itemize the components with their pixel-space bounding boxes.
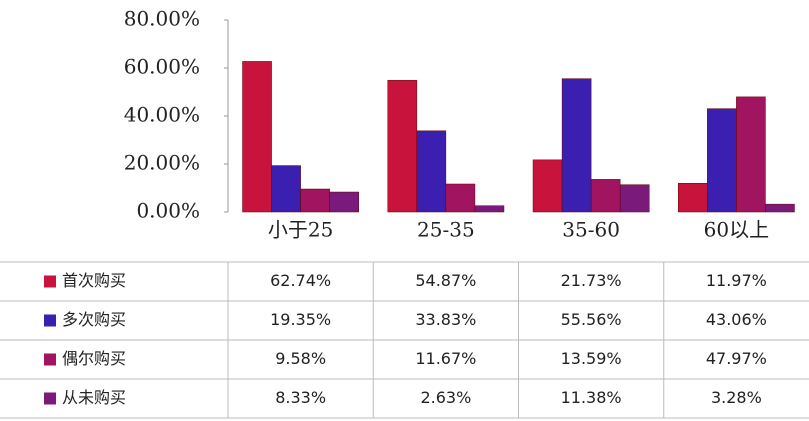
- table-value: 13.59%: [561, 349, 622, 368]
- table-value: 54.87%: [415, 271, 476, 290]
- y-tick-label: 20.00%: [124, 151, 200, 175]
- x-tick-label: 35-60: [562, 218, 620, 242]
- bar: [532, 159, 563, 213]
- bar: [619, 184, 650, 213]
- legend-swatch: [44, 392, 56, 405]
- legend-label: 首次购买: [62, 271, 126, 290]
- bar: [300, 188, 330, 213]
- table-value: 55.56%: [561, 310, 622, 329]
- table-value: 47.97%: [706, 349, 767, 368]
- bar: [765, 203, 795, 213]
- table-value: 33.83%: [415, 310, 476, 329]
- legend-label: 偶尔购买: [62, 349, 126, 368]
- legend-label: 从未购买: [62, 388, 126, 407]
- bar: [329, 191, 359, 213]
- table-value: 9.58%: [275, 349, 326, 368]
- table-value: 21.73%: [561, 271, 622, 290]
- table-value: 8.33%: [275, 388, 326, 407]
- bar: [561, 78, 592, 213]
- table-value: 43.06%: [706, 310, 767, 329]
- table-value: 11.67%: [415, 349, 476, 368]
- legend-swatch: [44, 314, 56, 327]
- x-tick-label: 60以上: [704, 218, 769, 242]
- bar: [271, 165, 301, 213]
- table-value: 62.74%: [270, 271, 331, 290]
- x-tick-label: 小于25: [268, 218, 333, 242]
- legend-label: 多次购买: [62, 310, 126, 329]
- bar: [474, 205, 505, 213]
- table-value: 2.63%: [420, 388, 471, 407]
- legend-swatch: [44, 353, 56, 366]
- bar: [707, 108, 737, 213]
- y-tick-label: 40.00%: [124, 103, 200, 127]
- bar: [736, 96, 766, 213]
- bar: [387, 80, 418, 213]
- bar: [445, 183, 476, 213]
- table-value: 19.35%: [270, 310, 331, 329]
- bar: [416, 130, 447, 213]
- table-value: 11.97%: [706, 271, 767, 290]
- x-tick-label: 25-35: [417, 218, 475, 242]
- y-tick-label: 80.00%: [124, 7, 200, 31]
- bar: [242, 61, 272, 213]
- table-value: 11.38%: [561, 388, 622, 407]
- y-tick-label: 0.00%: [136, 199, 200, 223]
- bar: [678, 183, 708, 213]
- legend-swatch: [44, 275, 56, 288]
- y-tick-label: 60.00%: [124, 55, 200, 79]
- table-value: 3.28%: [711, 388, 762, 407]
- bar: [590, 179, 621, 213]
